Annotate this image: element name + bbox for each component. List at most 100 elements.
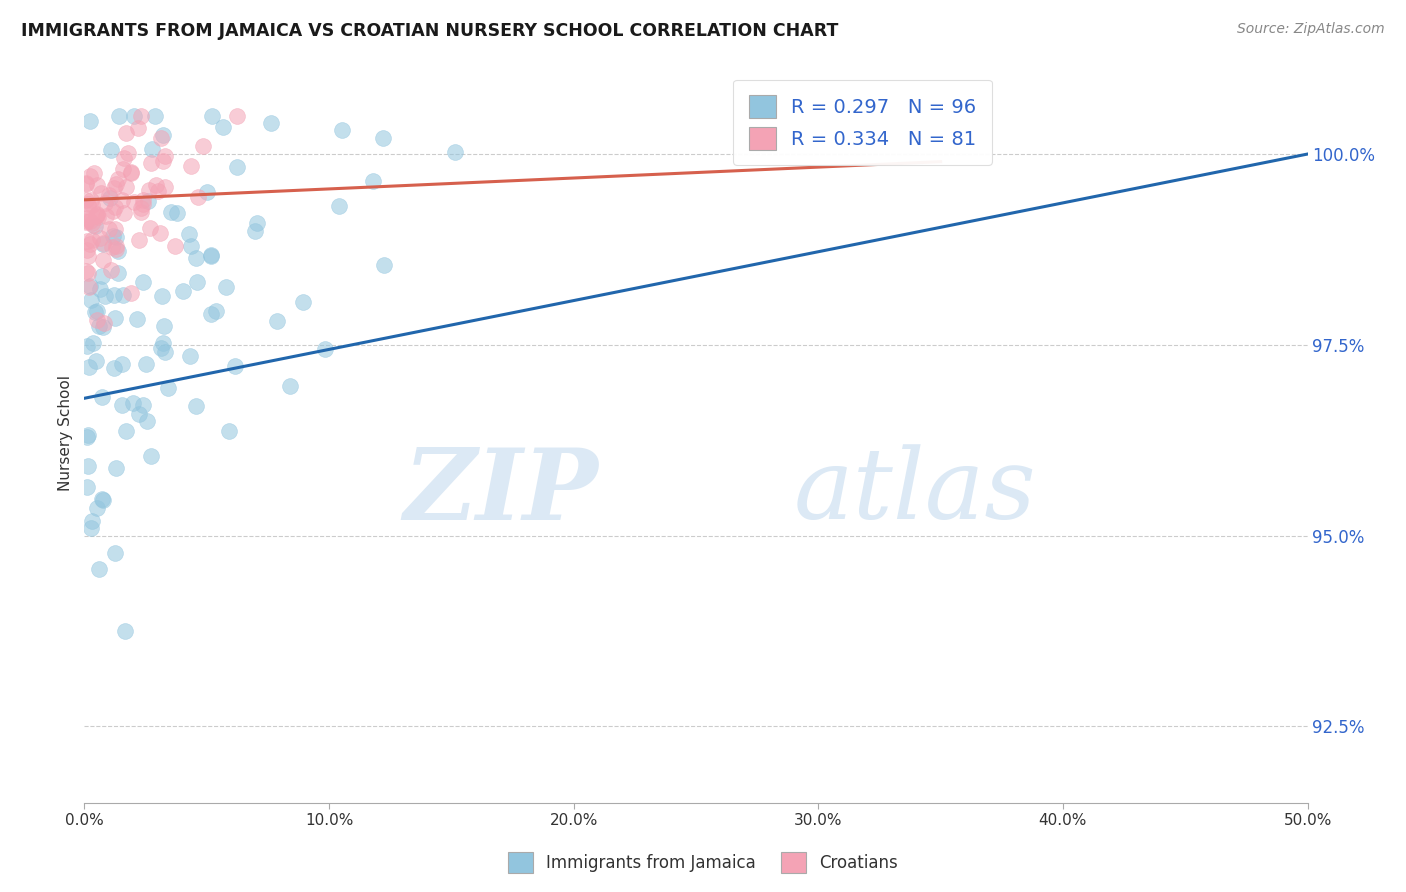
Point xyxy=(224,359,246,373)
Point xyxy=(266,314,288,328)
Point xyxy=(80,193,103,207)
Point xyxy=(87,561,110,575)
Point xyxy=(172,285,194,299)
Point xyxy=(152,153,174,168)
Point xyxy=(79,359,101,374)
Point xyxy=(114,624,136,638)
Point xyxy=(89,282,111,296)
Point xyxy=(94,289,117,303)
Point xyxy=(93,492,115,507)
Point xyxy=(112,151,135,165)
Point xyxy=(112,206,135,220)
Point xyxy=(120,164,142,178)
Point xyxy=(94,195,117,210)
Point xyxy=(186,275,208,289)
Point xyxy=(141,156,163,170)
Point xyxy=(129,109,152,123)
Point xyxy=(245,216,267,230)
Point xyxy=(121,396,143,410)
Point xyxy=(200,248,222,262)
Point xyxy=(153,179,176,194)
Point xyxy=(195,185,218,199)
Text: Source: ZipAtlas.com: Source: ZipAtlas.com xyxy=(1237,22,1385,37)
Point xyxy=(94,209,117,223)
Point xyxy=(83,166,105,180)
Point xyxy=(205,303,228,318)
Point xyxy=(76,339,98,353)
Point xyxy=(226,109,249,123)
Point xyxy=(361,174,384,188)
Point xyxy=(128,233,150,247)
Point xyxy=(124,194,146,209)
Legend: Immigrants from Jamaica, Croatians: Immigrants from Jamaica, Croatians xyxy=(502,846,904,880)
Y-axis label: Nursery School: Nursery School xyxy=(58,375,73,491)
Point xyxy=(98,221,121,235)
Point xyxy=(114,126,136,140)
Point xyxy=(75,194,97,208)
Point xyxy=(77,458,100,473)
Point xyxy=(201,109,224,123)
Point xyxy=(79,278,101,293)
Point xyxy=(115,425,138,439)
Point xyxy=(104,546,127,560)
Point xyxy=(152,128,174,142)
Point xyxy=(107,109,129,123)
Point xyxy=(80,521,103,535)
Point xyxy=(212,120,235,135)
Point xyxy=(86,313,108,327)
Point xyxy=(129,201,152,215)
Point xyxy=(79,280,101,294)
Point xyxy=(373,131,395,145)
Point xyxy=(141,450,163,464)
Point xyxy=(76,213,98,227)
Point xyxy=(76,430,98,444)
Point xyxy=(103,288,125,302)
Point xyxy=(89,231,111,245)
Point xyxy=(86,501,108,516)
Point xyxy=(84,354,107,368)
Point xyxy=(101,240,124,254)
Point xyxy=(135,357,157,371)
Point xyxy=(76,480,98,494)
Point xyxy=(90,491,112,506)
Point xyxy=(444,145,467,159)
Point xyxy=(112,162,135,177)
Point xyxy=(86,207,108,221)
Point xyxy=(128,407,150,421)
Point xyxy=(107,266,129,280)
Point xyxy=(91,253,114,268)
Point xyxy=(82,198,104,212)
Point xyxy=(104,222,127,236)
Point xyxy=(75,176,97,190)
Point xyxy=(76,244,98,258)
Point xyxy=(153,318,176,333)
Point xyxy=(131,196,153,211)
Point xyxy=(328,199,350,213)
Point xyxy=(79,214,101,228)
Point xyxy=(180,239,202,253)
Point xyxy=(97,187,120,202)
Point xyxy=(136,194,159,209)
Text: ZIP: ZIP xyxy=(404,443,598,540)
Point xyxy=(131,398,153,412)
Point xyxy=(314,342,336,356)
Point xyxy=(82,216,104,230)
Point xyxy=(93,316,115,330)
Point xyxy=(103,361,125,376)
Point xyxy=(165,239,187,253)
Point xyxy=(76,234,98,248)
Point xyxy=(150,289,173,303)
Point xyxy=(84,210,107,224)
Point xyxy=(218,424,240,438)
Point xyxy=(79,169,101,183)
Point xyxy=(83,304,105,318)
Point xyxy=(330,122,353,136)
Point xyxy=(91,236,114,251)
Point xyxy=(156,382,179,396)
Point xyxy=(149,226,172,240)
Point xyxy=(186,399,208,413)
Point xyxy=(98,192,121,206)
Point xyxy=(91,320,114,334)
Point xyxy=(100,144,122,158)
Point xyxy=(79,237,101,252)
